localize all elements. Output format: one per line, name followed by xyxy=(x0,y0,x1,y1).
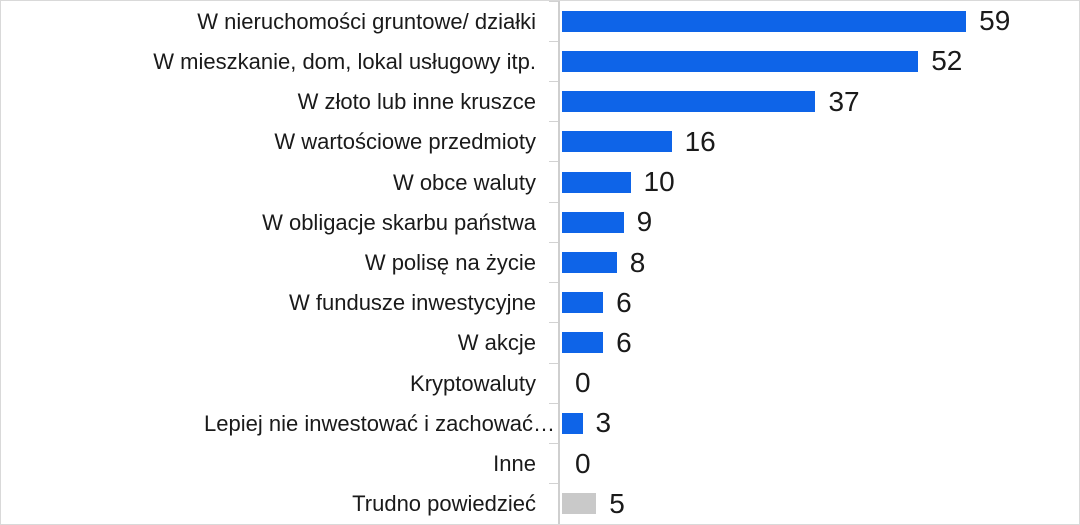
chart-row: W akcje 6 xyxy=(1,323,1079,363)
value-label: 59 xyxy=(979,5,1011,37)
value-label: 10 xyxy=(643,166,675,198)
value-label: 16 xyxy=(684,125,716,157)
category-label: W fundusze inwestycyjne xyxy=(289,290,536,316)
bar-area: 3 xyxy=(562,403,1079,443)
bar xyxy=(562,131,672,153)
category-label: Lepiej nie inwestować i zachować… xyxy=(204,410,555,436)
chart-row: Kryptowaluty 0 xyxy=(1,363,1079,403)
bar xyxy=(562,493,597,515)
chart-row: W fundusze inwestycyjne 6 xyxy=(1,283,1079,323)
axis-tick xyxy=(549,483,558,485)
chart-row: W złoto lub inne kruszce 37 xyxy=(1,81,1079,121)
category-label: W akcje xyxy=(457,330,536,356)
axis-tick xyxy=(549,1,558,2)
chart-row: W wartościowe przedmioty 16 xyxy=(1,122,1079,162)
axis-tick xyxy=(549,443,558,445)
axis-tick xyxy=(549,322,558,324)
category-label: W polisę na życie xyxy=(364,249,536,275)
bar-area: 8 xyxy=(562,242,1079,282)
bar-area: 0 xyxy=(562,363,1079,403)
bar-area: 6 xyxy=(562,283,1079,323)
bar-area: 9 xyxy=(562,202,1079,242)
bar-area: 10 xyxy=(562,162,1079,202)
axis-tick xyxy=(549,362,558,364)
chart-row: W obce waluty 10 xyxy=(1,162,1079,202)
chart-row: W mieszkanie, dom, lokal usługowy itp. 52 xyxy=(1,41,1079,81)
bar-area: 37 xyxy=(562,81,1079,121)
axis-tick xyxy=(549,402,558,404)
bar-area: 59 xyxy=(562,1,1079,41)
category-label: Kryptowaluty xyxy=(410,370,536,396)
y-axis-line xyxy=(558,1,560,524)
bar-area: 16 xyxy=(562,122,1079,162)
value-label: 37 xyxy=(828,85,860,117)
bar-area: 5 xyxy=(562,484,1079,524)
axis-tick xyxy=(549,523,558,524)
value-label: 9 xyxy=(636,206,653,238)
bar-area: 0 xyxy=(562,444,1079,484)
axis-tick xyxy=(549,161,558,163)
chart-row: W nieruchomości gruntowe/ działki 59 xyxy=(1,1,1079,41)
category-label: W obce waluty xyxy=(392,169,536,195)
value-label: 52 xyxy=(931,45,963,77)
category-label: W obligacje skarbu państwa xyxy=(262,209,536,235)
bar xyxy=(562,91,816,113)
category-label: W mieszkanie, dom, lokal usługowy itp. xyxy=(153,48,536,74)
value-label: 0 xyxy=(575,367,591,399)
value-label: 0 xyxy=(575,447,591,479)
bar xyxy=(562,292,604,314)
bar xyxy=(562,252,617,274)
chart-row: W polisę na życie 8 xyxy=(1,242,1079,282)
category-label: Trudno powiedzieć xyxy=(352,491,536,517)
value-label: 6 xyxy=(616,286,632,318)
chart-row: W obligacje skarbu państwa 9 xyxy=(1,202,1079,242)
axis-tick xyxy=(549,40,558,42)
value-label: 8 xyxy=(629,246,646,278)
bar xyxy=(562,332,604,354)
bar xyxy=(562,412,583,434)
bar-area: 6 xyxy=(562,323,1079,363)
chart-row: Trudno powiedzieć 5 xyxy=(1,484,1079,524)
chart-row: Lepiej nie inwestować i zachować… 3 xyxy=(1,403,1079,443)
axis-tick xyxy=(549,121,558,123)
category-label: W złoto lub inne kruszce xyxy=(297,89,536,115)
category-label: W nieruchomości gruntowe/ działki xyxy=(197,8,536,34)
axis-tick xyxy=(549,241,558,243)
bar xyxy=(562,171,631,193)
chart-row: Inne 0 xyxy=(1,444,1079,484)
bar-area: 52 xyxy=(562,41,1079,81)
category-label: W wartościowe przedmioty xyxy=(274,129,536,155)
bar xyxy=(562,50,919,72)
axis-tick xyxy=(549,282,558,284)
value-label: 5 xyxy=(609,487,625,519)
axis-tick xyxy=(549,201,558,203)
bar xyxy=(562,211,624,233)
value-label: 3 xyxy=(595,407,612,439)
category-label: Inne xyxy=(493,451,536,477)
bar xyxy=(562,10,967,32)
axis-tick xyxy=(549,80,558,82)
value-label: 6 xyxy=(616,326,632,358)
